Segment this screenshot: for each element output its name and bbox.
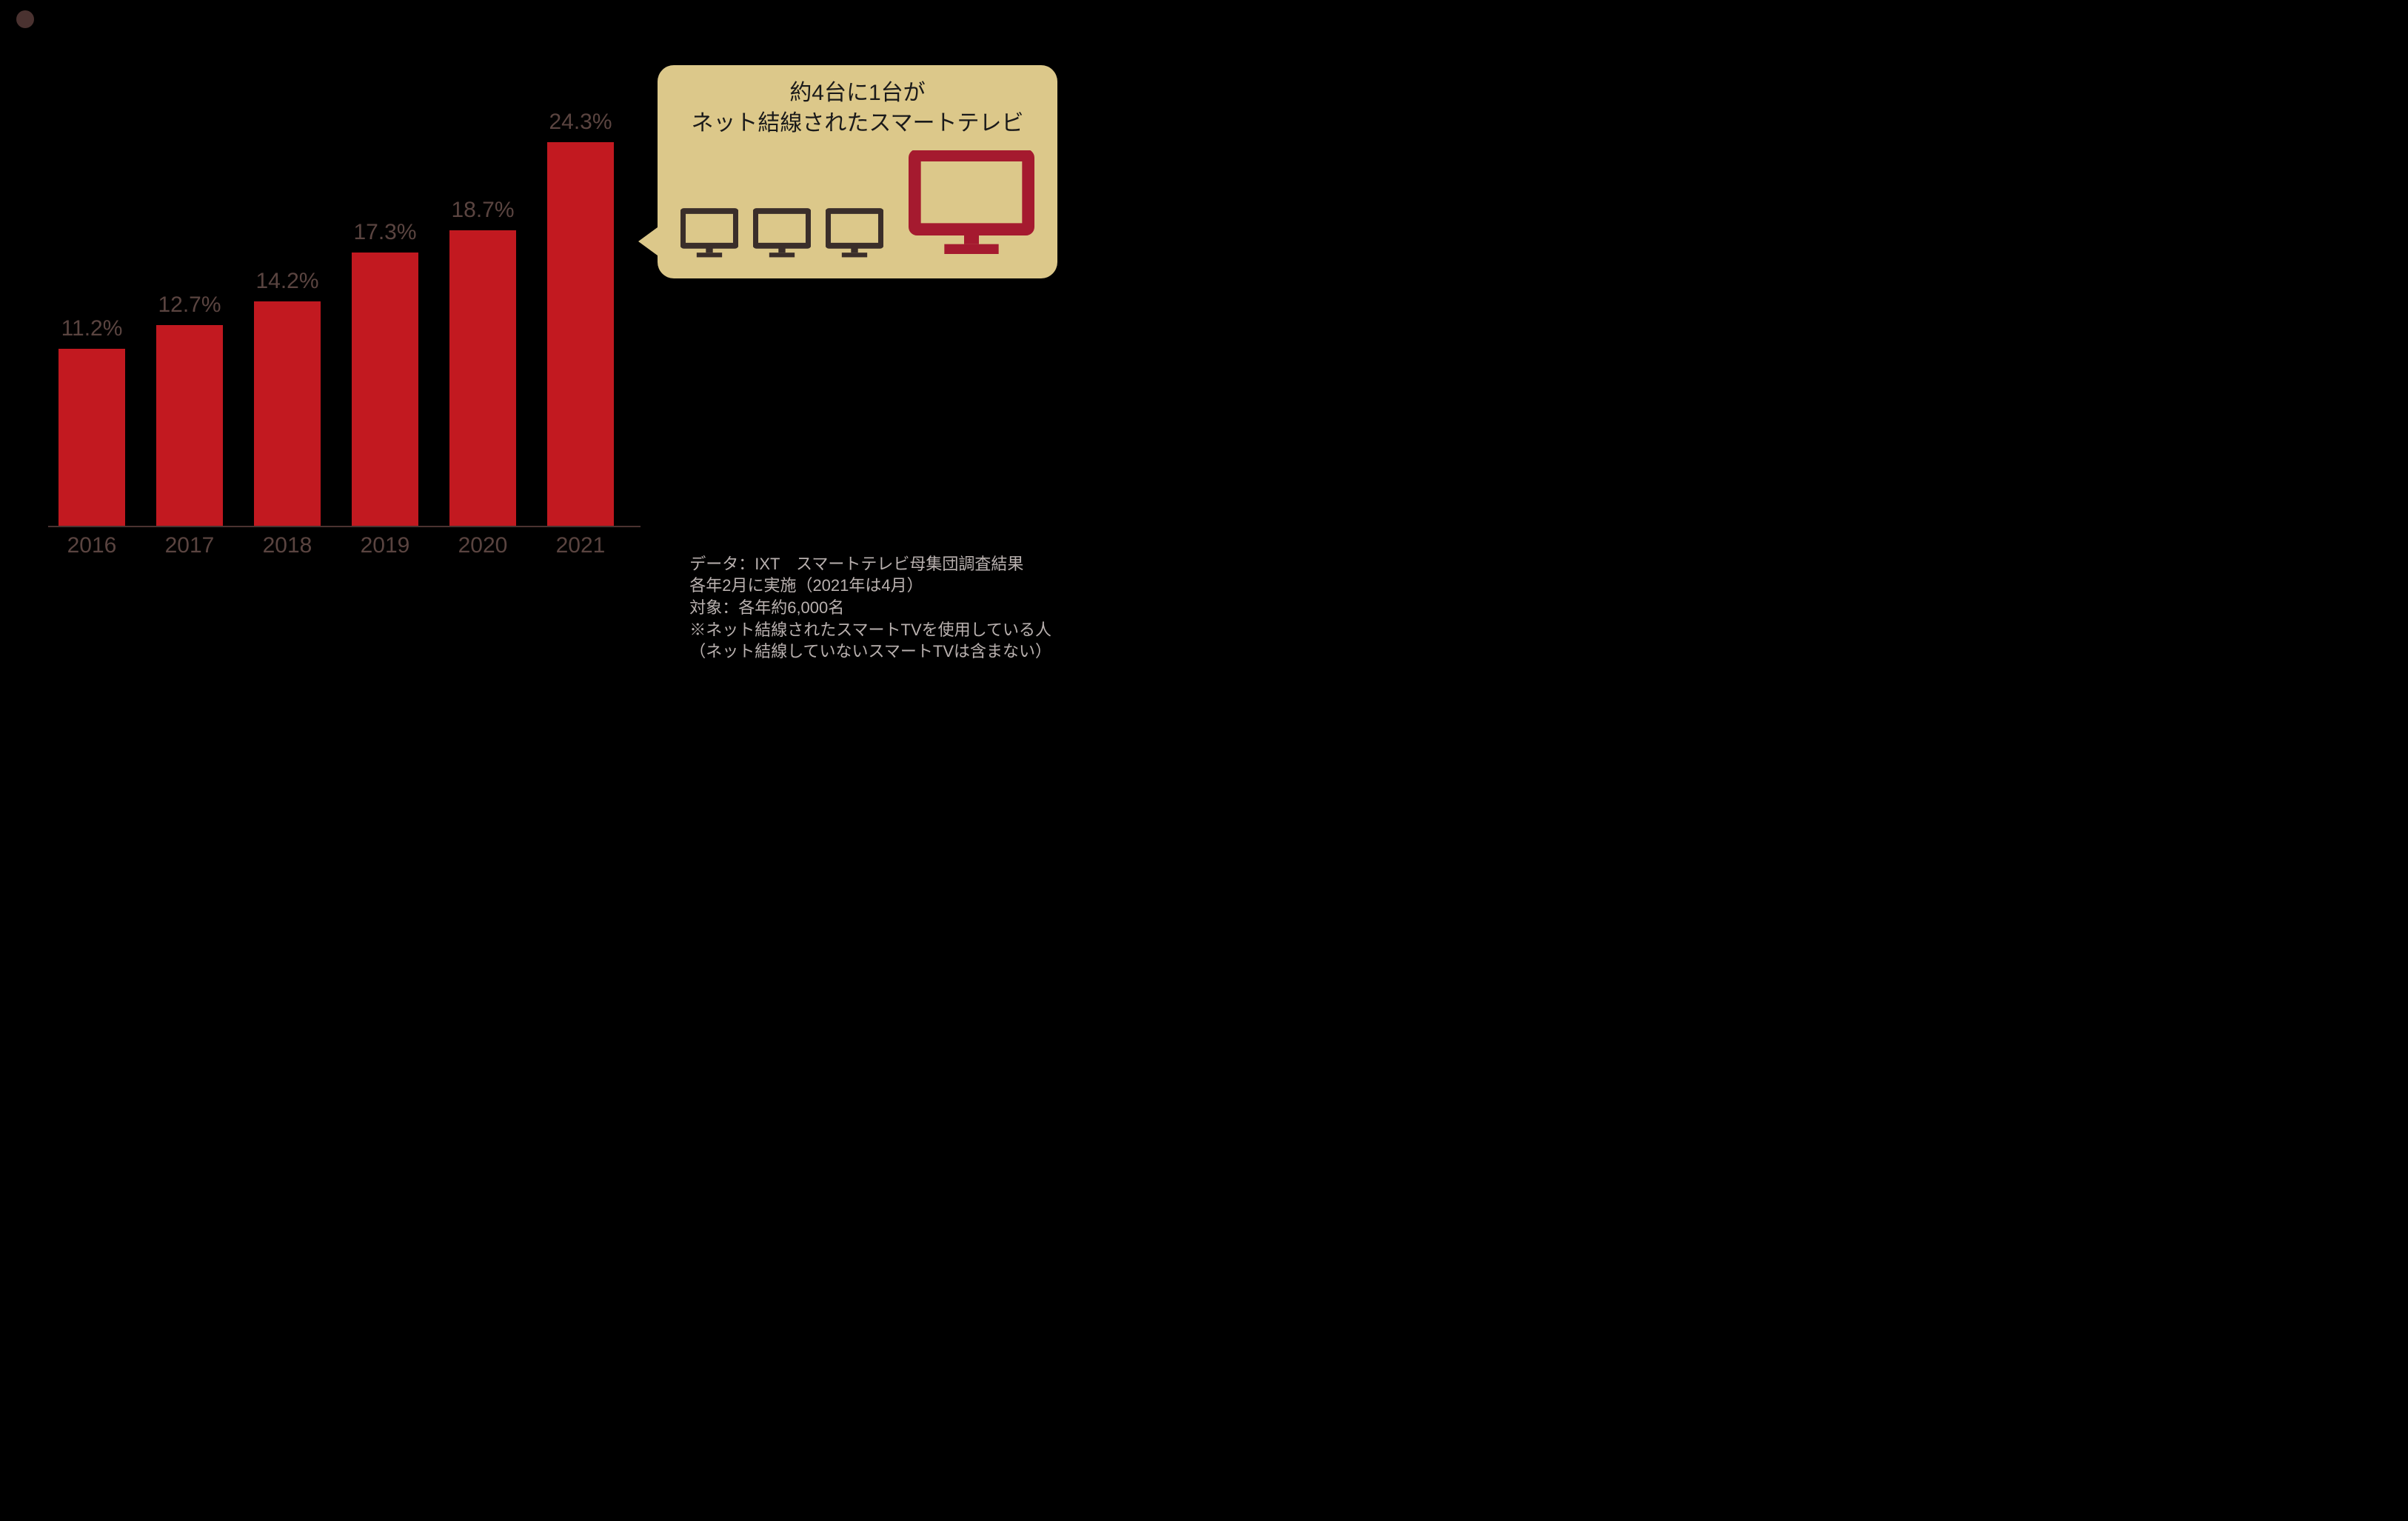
tv-small-icon bbox=[753, 208, 811, 265]
x-label: 2018 bbox=[263, 533, 312, 558]
x-label: 2019 bbox=[361, 533, 410, 558]
bar-2016: 11.2% bbox=[58, 316, 125, 526]
x-label: 2016 bbox=[67, 533, 117, 558]
bar-value-label: 12.7% bbox=[158, 292, 221, 318]
x-axis-labels: 2016 2017 2018 2019 2020 2021 bbox=[48, 533, 641, 563]
callout-box: 約4台に1台が ネット結線されたスマートテレビ bbox=[658, 65, 1057, 278]
callout-text: 約4台に1台が ネット結線されたスマートテレビ bbox=[658, 65, 1057, 138]
bar-2019: 17.3% bbox=[352, 220, 418, 526]
plot-area: 11.2% 12.7% 14.2% 17.3% 18.7% 24.3% bbox=[48, 52, 641, 527]
bar-rect bbox=[352, 253, 418, 526]
bar-2018: 14.2% bbox=[254, 269, 321, 526]
tv-small-icon bbox=[680, 208, 738, 265]
footnote-line: データ：IXT スマートテレビ母集団調査結果 bbox=[689, 553, 1051, 575]
bar-value-label: 17.3% bbox=[353, 220, 416, 245]
bar-value-label: 11.2% bbox=[61, 316, 123, 341]
bar-rect bbox=[254, 301, 321, 526]
bar-chart: 11.2%12.7%14.2%17.3%18.7%24.3% 201620172… bbox=[48, 52, 641, 563]
tv-icon-row bbox=[658, 154, 1057, 265]
x-label: 2017 bbox=[165, 533, 215, 558]
x-label: 2020 bbox=[458, 533, 508, 558]
tv-small-icon bbox=[826, 208, 883, 265]
x-label: 2021 bbox=[556, 533, 606, 558]
footnote-line: （ネット結線していないスマートTVは含まない） bbox=[689, 641, 1051, 663]
bar-rect bbox=[58, 349, 125, 526]
footnote-line: 各年2月に実施（2021年は4月） bbox=[689, 575, 1051, 597]
bar-2021: 24.3% bbox=[547, 110, 614, 526]
footnote-line: ※ネット結線されたスマートTVを使用している人 bbox=[689, 619, 1051, 641]
bar-rect bbox=[547, 142, 614, 526]
footnote-line: 対象：各年約6,000名 bbox=[689, 597, 1051, 619]
bullet-dot bbox=[16, 10, 34, 28]
bar-value-label: 18.7% bbox=[451, 198, 514, 223]
bar-2020: 18.7% bbox=[449, 198, 516, 526]
callout-line-2: ネット結線されたスマートテレビ bbox=[658, 109, 1057, 139]
bar-rect bbox=[449, 230, 516, 526]
footnotes: データ：IXT スマートテレビ母集団調査結果各年2月に実施（2021年は4月）対… bbox=[689, 553, 1051, 663]
bar-2017: 12.7% bbox=[156, 292, 223, 526]
bar-value-label: 14.2% bbox=[255, 269, 318, 294]
tv-large-icon bbox=[909, 150, 1034, 265]
bar-rect bbox=[156, 325, 223, 526]
callout-line-1: 約4台に1台が bbox=[658, 78, 1057, 109]
bar-value-label: 24.3% bbox=[549, 110, 612, 135]
